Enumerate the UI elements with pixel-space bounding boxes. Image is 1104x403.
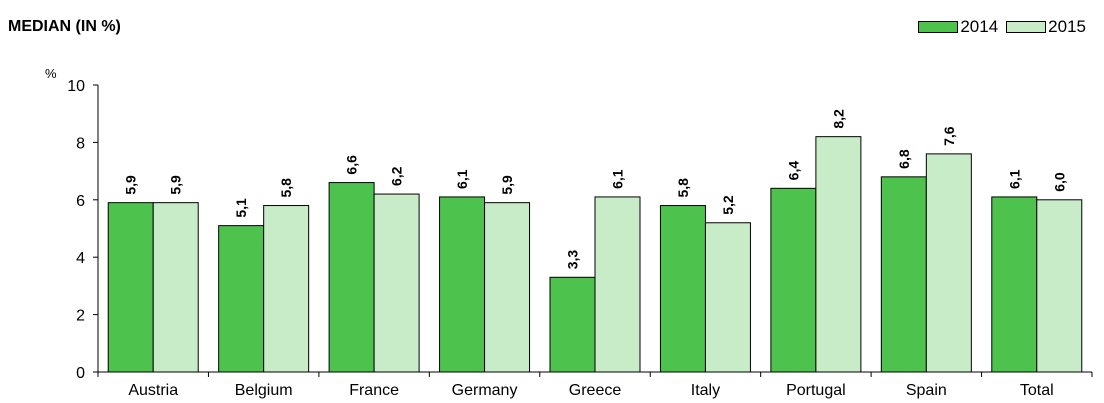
data-label: 3,3 xyxy=(565,250,581,270)
data-label: 5,9 xyxy=(123,175,139,195)
x-tick-label: France xyxy=(349,382,399,399)
x-tick-label: Germany xyxy=(452,382,518,399)
y-tick-label: 0 xyxy=(76,365,85,382)
bar-2014-france xyxy=(328,182,375,373)
data-label: 8,2 xyxy=(830,109,846,129)
chart-title: MEDIAN (IN %) xyxy=(8,18,121,35)
bar-2015-germany xyxy=(484,202,531,373)
bar-2015-greece xyxy=(594,196,641,373)
y-tick-label: 4 xyxy=(76,250,85,267)
legend: 2014 2015 xyxy=(910,17,1086,37)
legend-swatch-2014 xyxy=(918,21,959,33)
data-label: 6,1 xyxy=(1006,169,1022,189)
x-tick-label: Total xyxy=(1020,382,1054,399)
bar-2015-france xyxy=(373,193,420,373)
bar-2014-italy xyxy=(659,205,706,373)
data-label: 6,4 xyxy=(785,161,801,181)
bar-2014-portugal xyxy=(770,187,817,373)
x-tick-label: Portugal xyxy=(786,382,846,399)
legend-swatch-2015 xyxy=(1006,21,1047,33)
data-label: 6,6 xyxy=(344,155,360,175)
data-label: 6,2 xyxy=(389,166,405,186)
data-label: 5,9 xyxy=(499,175,515,195)
data-label: 5,2 xyxy=(720,195,736,215)
bar-2015-spain xyxy=(925,153,972,373)
y-tick-label: 2 xyxy=(76,308,85,325)
bar-2014-belgium xyxy=(218,225,265,373)
bar-2014-germany xyxy=(439,196,486,373)
y-axis-unit: % xyxy=(45,66,57,81)
data-label: 6,1 xyxy=(610,169,626,189)
y-tick-label: 6 xyxy=(76,193,85,210)
bar-2015-total xyxy=(1036,199,1083,373)
x-tick-label: Austria xyxy=(128,382,178,399)
bar-2015-belgium xyxy=(263,205,310,373)
data-label: 6,1 xyxy=(454,169,470,189)
bar-2015-portugal xyxy=(815,136,862,373)
data-label: 5,1 xyxy=(233,198,249,218)
bar-2014-spain xyxy=(880,176,927,373)
x-tick-label: Belgium xyxy=(235,382,293,399)
bar-2014-austria xyxy=(107,202,154,373)
data-label: 7,6 xyxy=(941,126,957,146)
data-label: 6,8 xyxy=(896,149,912,169)
x-tick-label: Greece xyxy=(569,382,622,399)
data-label: 5,9 xyxy=(168,175,184,195)
bar-2014-greece xyxy=(549,276,596,373)
legend-item-2015: 2015 xyxy=(1006,17,1086,37)
bar-2015-italy xyxy=(704,222,751,373)
bar-2015-austria xyxy=(152,202,199,373)
legend-label-2014: 2014 xyxy=(960,17,999,36)
legend-item-2014: 2014 xyxy=(918,17,998,37)
y-tick-label: 8 xyxy=(76,135,85,152)
x-tick-label: Spain xyxy=(906,382,947,399)
data-label: 6,0 xyxy=(1051,172,1067,192)
y-tick-label: 10 xyxy=(67,78,85,95)
x-tick-label: Italy xyxy=(691,382,720,399)
bar-2014-total xyxy=(991,196,1038,373)
legend-label-2015: 2015 xyxy=(1048,17,1086,36)
data-label: 5,8 xyxy=(278,178,294,198)
data-label: 5,8 xyxy=(675,178,691,198)
